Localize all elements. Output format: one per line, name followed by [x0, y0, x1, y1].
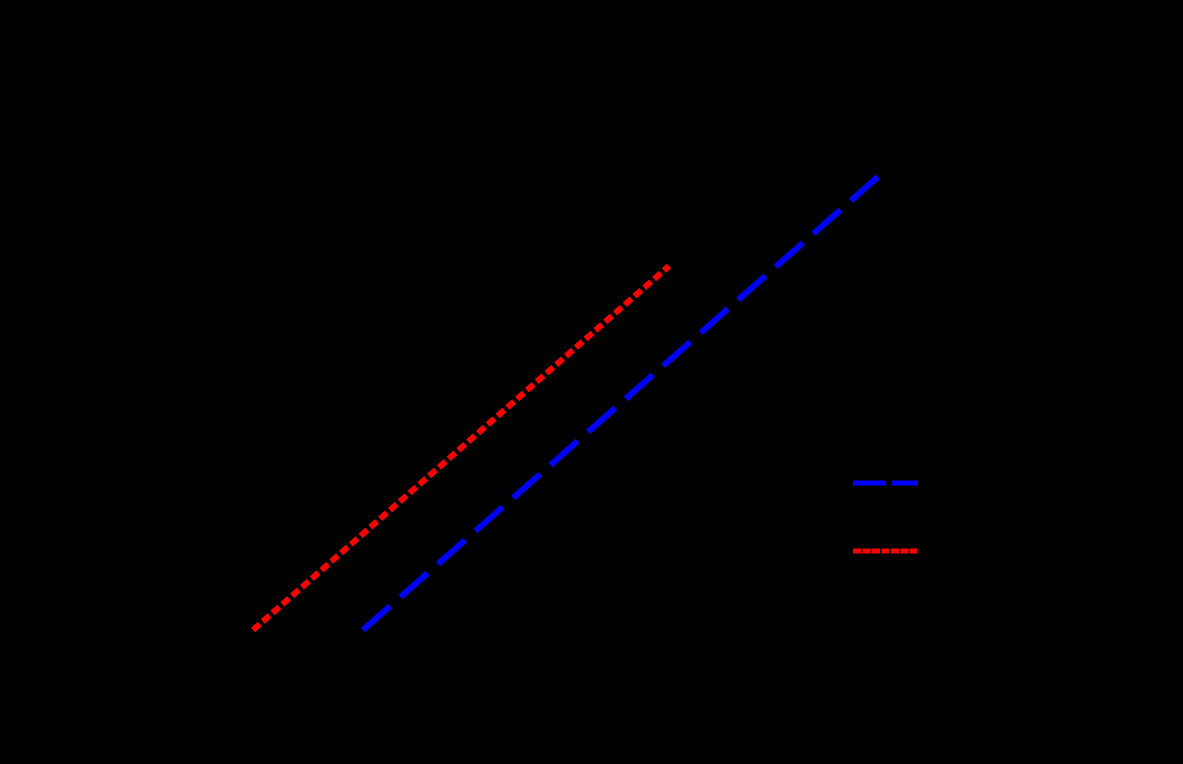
series-line-0: [361, 165, 890, 633]
series-line-1: [251, 263, 671, 633]
legend: [853, 480, 918, 554]
series-layer: [251, 165, 890, 633]
